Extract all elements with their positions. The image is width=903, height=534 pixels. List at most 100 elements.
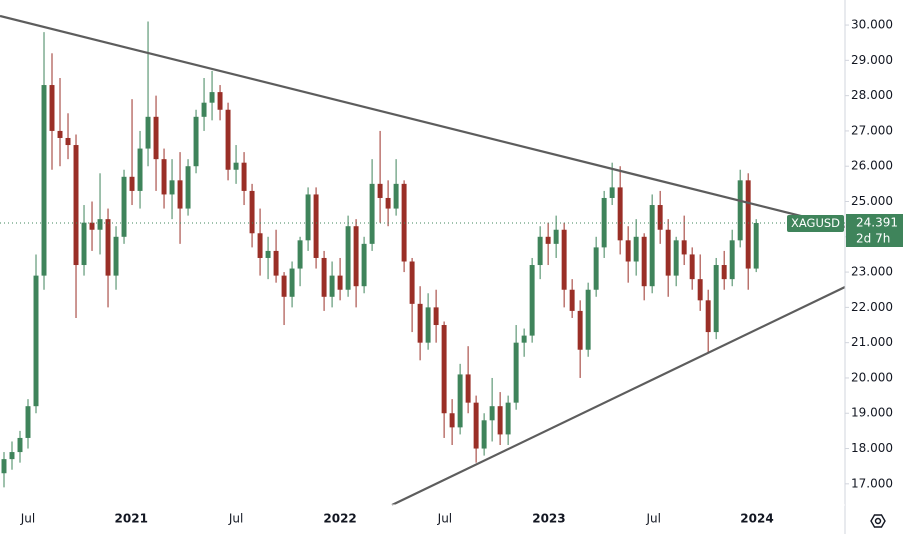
candle-body: [369, 183, 375, 244]
candle-body: [129, 176, 135, 191]
candle-body: [105, 219, 111, 276]
candle-body: [569, 289, 575, 311]
x-tick-label: Jul: [646, 512, 661, 526]
candle-body: [593, 247, 599, 290]
candle-body: [657, 205, 663, 230]
candle-body: [217, 92, 223, 110]
candle-body: [49, 85, 55, 131]
candle-body: [337, 275, 343, 290]
candle-body: [25, 406, 31, 438]
candle-body: [441, 325, 447, 414]
candle-body: [529, 265, 535, 336]
y-tick-label: 18.000: [851, 441, 893, 455]
candle-body: [81, 222, 87, 266]
candle-body: [241, 162, 247, 191]
candle-body: [457, 374, 463, 428]
x-tick-label: Jul: [20, 512, 35, 526]
candle-body: [209, 92, 215, 103]
candle-body: [233, 162, 239, 170]
candle-body: [697, 279, 703, 301]
candle-body: [377, 183, 383, 198]
y-tick-label: 29.000: [851, 53, 893, 67]
candle-body: [225, 109, 231, 170]
candle-body: [121, 176, 127, 237]
candle-body: [465, 374, 471, 403]
candle-body: [625, 240, 631, 262]
candle-body: [609, 187, 615, 198]
candle-body: [649, 205, 655, 287]
candle-body: [417, 303, 423, 343]
y-tick-label: 17.000: [851, 476, 893, 490]
y-tick-label: 22.000: [851, 300, 893, 314]
candle-body: [145, 116, 151, 149]
candle-body: [641, 236, 647, 287]
y-tick-label: 23.000: [851, 265, 893, 279]
candle-body: [65, 137, 71, 146]
candle-body: [745, 180, 751, 269]
settings-icon-shape: [870, 514, 886, 528]
candle-body: [185, 166, 191, 209]
candle-body: [329, 275, 335, 297]
settings-icon-center: [874, 517, 882, 525]
x-tick-label: 2023: [532, 512, 565, 526]
candle-body: [497, 406, 503, 435]
candle-body: [353, 226, 359, 287]
symbol-badge: [787, 214, 844, 232]
candle-body: [545, 236, 551, 244]
settings-icon[interactable]: [870, 514, 886, 528]
candle-body: [73, 145, 79, 266]
candle-body: [169, 180, 175, 195]
x-tick-label: 2021: [115, 512, 148, 526]
candle-body: [17, 437, 23, 453]
candle-body: [521, 335, 527, 343]
candle-body: [193, 116, 199, 167]
candle-body: [473, 402, 479, 449]
candle-body: [393, 183, 399, 209]
candle-body: [449, 413, 455, 428]
candle-body: [297, 240, 303, 269]
y-tick-label: 27.000: [851, 123, 893, 137]
candle-body: [537, 236, 543, 266]
candle-body: [425, 307, 431, 343]
countdown-label: 2d 7h: [856, 231, 890, 245]
candle-body: [689, 254, 695, 280]
candle-body: [505, 402, 511, 435]
candle-body: [177, 180, 183, 209]
candle-body: [489, 406, 495, 421]
y-tick-label: 21.000: [851, 335, 893, 349]
candle-body: [673, 240, 679, 276]
candle-body: [9, 452, 15, 460]
candle-body: [249, 190, 255, 234]
candle-body: [161, 159, 167, 195]
candle-body: [289, 268, 295, 297]
y-tick-label: 30.000: [851, 18, 893, 32]
candle-body: [433, 307, 439, 326]
y-tick-label: 28.000: [851, 88, 893, 102]
candle-body: [201, 102, 207, 117]
y-tick-label: 26.000: [851, 159, 893, 173]
candle-body: [585, 289, 591, 350]
candle-body: [97, 219, 103, 230]
candle-body: [633, 236, 639, 262]
candle-body: [321, 257, 327, 297]
candle-body: [281, 275, 287, 297]
y-tick-label: 20.000: [851, 370, 893, 384]
candle-body: [713, 265, 719, 333]
x-tick-label: Jul: [228, 512, 243, 526]
candles: [1, 21, 759, 488]
candle-body: [113, 236, 119, 276]
candle-body: [753, 222, 759, 269]
candle-body: [561, 229, 567, 290]
candle-body: [385, 197, 391, 209]
candle-body: [737, 180, 743, 241]
candle-body: [553, 229, 559, 244]
candle-body: [617, 187, 623, 241]
candle-body: [33, 275, 39, 407]
x-tick-label: 2024: [740, 512, 773, 526]
candle-body: [681, 240, 687, 255]
candle-body: [57, 130, 63, 138]
candle-body: [345, 226, 351, 290]
candle-body: [665, 229, 671, 276]
